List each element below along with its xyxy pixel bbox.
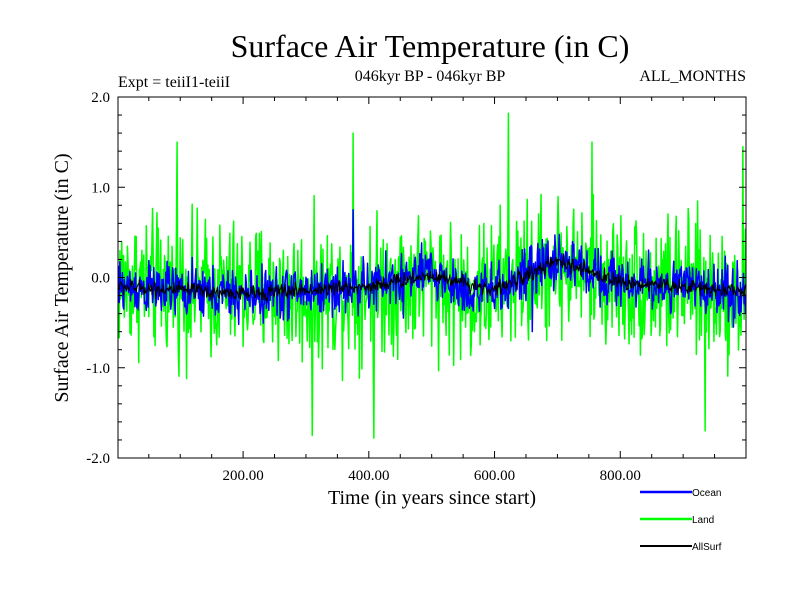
legend-label-land: Land: [692, 515, 714, 526]
x-axis-label: Time (in years since start): [328, 487, 536, 509]
legend: Ocean Land AllSurf: [640, 488, 722, 553]
legend-label-allsurf: AllSurf: [692, 542, 722, 553]
y-tick-label: 0.0: [91, 271, 110, 287]
y-tick-label: -2.0: [86, 451, 110, 467]
experiment-label: Expt = teiiI1-teiiI: [118, 74, 230, 91]
x-tick-label: 200.00: [222, 468, 263, 484]
months-label: ALL_MONTHS: [639, 68, 746, 85]
legend-label-ocean: Ocean: [692, 488, 721, 499]
y-tick-label: 2.0: [91, 90, 110, 106]
chart-title: Surface Air Temperature (in C): [231, 28, 630, 64]
x-tick-label: 400.00: [348, 468, 389, 484]
axis-ticks: 200.00 400.00 600.00 800.00 -2.0 -1.0 0.0 1.0 2.…: [86, 90, 746, 484]
series-layer: [118, 112, 746, 439]
y-tick-label: 1.0: [91, 180, 110, 196]
x-tick-label: 800.00: [600, 468, 641, 484]
x-tick-label: 600.00: [474, 468, 515, 484]
chart-subtitle: 046kyr BP - 046kyr BP: [355, 68, 506, 85]
y-tick-label: -1.0: [86, 361, 110, 377]
y-axis-label: Surface Air Temperature (in C): [51, 153, 73, 402]
series-line-allsurf: [118, 253, 746, 303]
